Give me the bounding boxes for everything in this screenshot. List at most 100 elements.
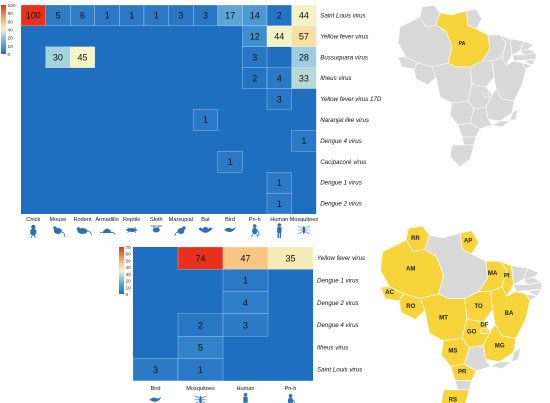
cell-value-label: 14 (250, 11, 260, 21)
col-label-bat: Bat (201, 217, 210, 223)
state-label-to: TO (474, 303, 483, 310)
cell-value-label: 57 (299, 32, 309, 42)
col-label-mosquitoes: Mosquitoes (290, 217, 319, 223)
col-label-mosquitoes: Mosquitoes (186, 386, 215, 392)
row-label-naranjal-like-virus: Naranjal like virus (320, 117, 369, 124)
state-pe (511, 52, 537, 62)
col-label-reptile: Reptile (123, 217, 140, 223)
cell-value-label: 74 (195, 253, 205, 263)
cell-value-label: 3 (243, 320, 248, 330)
colorbar-tick-label: 30 (126, 272, 132, 278)
col-label-marsupial: Marsupial (169, 217, 193, 223)
state-rj (489, 361, 513, 370)
armadillo-icon (99, 228, 116, 235)
state-label-ap: AP (464, 237, 472, 244)
pn-h-icon (251, 224, 260, 238)
cell-value-label: 35 (285, 253, 295, 263)
bird-icon (149, 396, 162, 402)
colorbar-tick-label: 70 (126, 245, 132, 251)
state-sc (461, 136, 477, 146)
state-df (480, 328, 488, 334)
cell-value-label: 5 (55, 11, 60, 21)
state-label-ms: MS (448, 347, 457, 354)
row-label-bussuquara-virus: Bussuquara virus (320, 54, 368, 61)
sloth-icon (150, 225, 163, 233)
top-heatmap-animal-icons: Chick Mouse Rodent Armadillo Reptile Sloth Mar… (26, 217, 319, 239)
cell-value-label: 3 (153, 365, 158, 375)
heatmap-cell (217, 151, 243, 173)
heatmap-cell (70, 46, 95, 68)
row-label-dengue-4-virus: Dengue 4 virus (320, 138, 362, 145)
cell-value-label: 28 (299, 52, 309, 62)
state-label-mg: MG (495, 343, 505, 350)
cell-value-label: 1 (228, 157, 233, 167)
cell-value-label: 1 (198, 365, 203, 375)
human-icon (243, 393, 248, 403)
row-label-dengue-1-virus: Dengue 1 virus (317, 277, 359, 284)
state-es (510, 346, 522, 363)
state-label-rr: RR (411, 235, 420, 242)
cell-value-label: 5 (198, 343, 203, 353)
colorbar-tick-label: 100 (8, 3, 16, 9)
state-label-go: GO (467, 329, 477, 336)
human-icon (277, 223, 282, 238)
cell-value-label: 1 (277, 178, 282, 188)
colorbar-tick-label: 20 (8, 36, 14, 42)
heatmap-cell (193, 109, 218, 131)
cell-value-label: 1 (203, 115, 208, 125)
row-label-ilheus-virus: Ilheus virus (317, 344, 348, 351)
state-label-ma: MA (488, 270, 498, 277)
state-mg (482, 323, 517, 363)
cell-value-label: 100 (26, 11, 41, 21)
state-sc (454, 380, 473, 391)
state-to (469, 60, 495, 88)
cell-value-label: 2 (277, 11, 282, 21)
state-label-ro: RO (406, 303, 415, 310)
state-label-pa: PA (459, 41, 466, 47)
reptile-icon (125, 226, 138, 234)
mouse-icon (53, 226, 66, 238)
colorbar-tick-label: 40 (8, 28, 14, 34)
col-label-chick: Chick (26, 217, 40, 223)
col-label-human: Human (236, 386, 254, 392)
state-pr (450, 363, 477, 381)
cell-value-label: 30 (53, 52, 63, 62)
mosquitoes-icon (194, 395, 207, 403)
pn-h-icon (287, 394, 296, 403)
cell-value-label: 4 (243, 298, 248, 308)
row-label-saint-louis-virus: Saint Louis virus (317, 367, 362, 374)
rodent-icon (76, 227, 92, 236)
colorbar-tick-label: 10 (8, 44, 14, 50)
state-label-ba: BA (505, 310, 514, 317)
cell-value-label: 47 (240, 253, 250, 263)
cell-value-label: 1 (154, 11, 159, 21)
colorbar-tick-label: 60 (8, 19, 14, 25)
state-mg (485, 88, 515, 122)
state-pr (457, 122, 481, 138)
state-label-df: DF (480, 322, 488, 329)
state-rs (440, 389, 470, 403)
colorbar-tick-label: 80 (8, 11, 14, 17)
row-label-dengue-4-virus: Dengue 4 virus (317, 322, 359, 329)
colorbar-tick-label: 60 (126, 252, 132, 258)
cell-value-label: 1 (105, 11, 110, 21)
heatmap-cell (291, 67, 317, 89)
cell-value-label: 2 (252, 73, 257, 83)
cell-value-label: 3 (178, 11, 183, 21)
heatmap-cell (266, 88, 292, 110)
state-label-pr: PR (458, 368, 467, 375)
row-label-cacipacor-virus: Cacipacoré virus (320, 159, 366, 166)
state-label-rs: RS (449, 397, 457, 403)
row-label-yellow-fever-virus: Yellow fever virus (320, 33, 368, 40)
cell-value-label: 44 (299, 11, 309, 21)
heatmap-cell (177, 358, 224, 381)
col-label-armadillo: Armadillo (95, 217, 118, 223)
colorbar-tick-label: 0 (8, 52, 11, 58)
bird-icon (224, 227, 237, 232)
cell-value-label: 3 (277, 94, 282, 104)
